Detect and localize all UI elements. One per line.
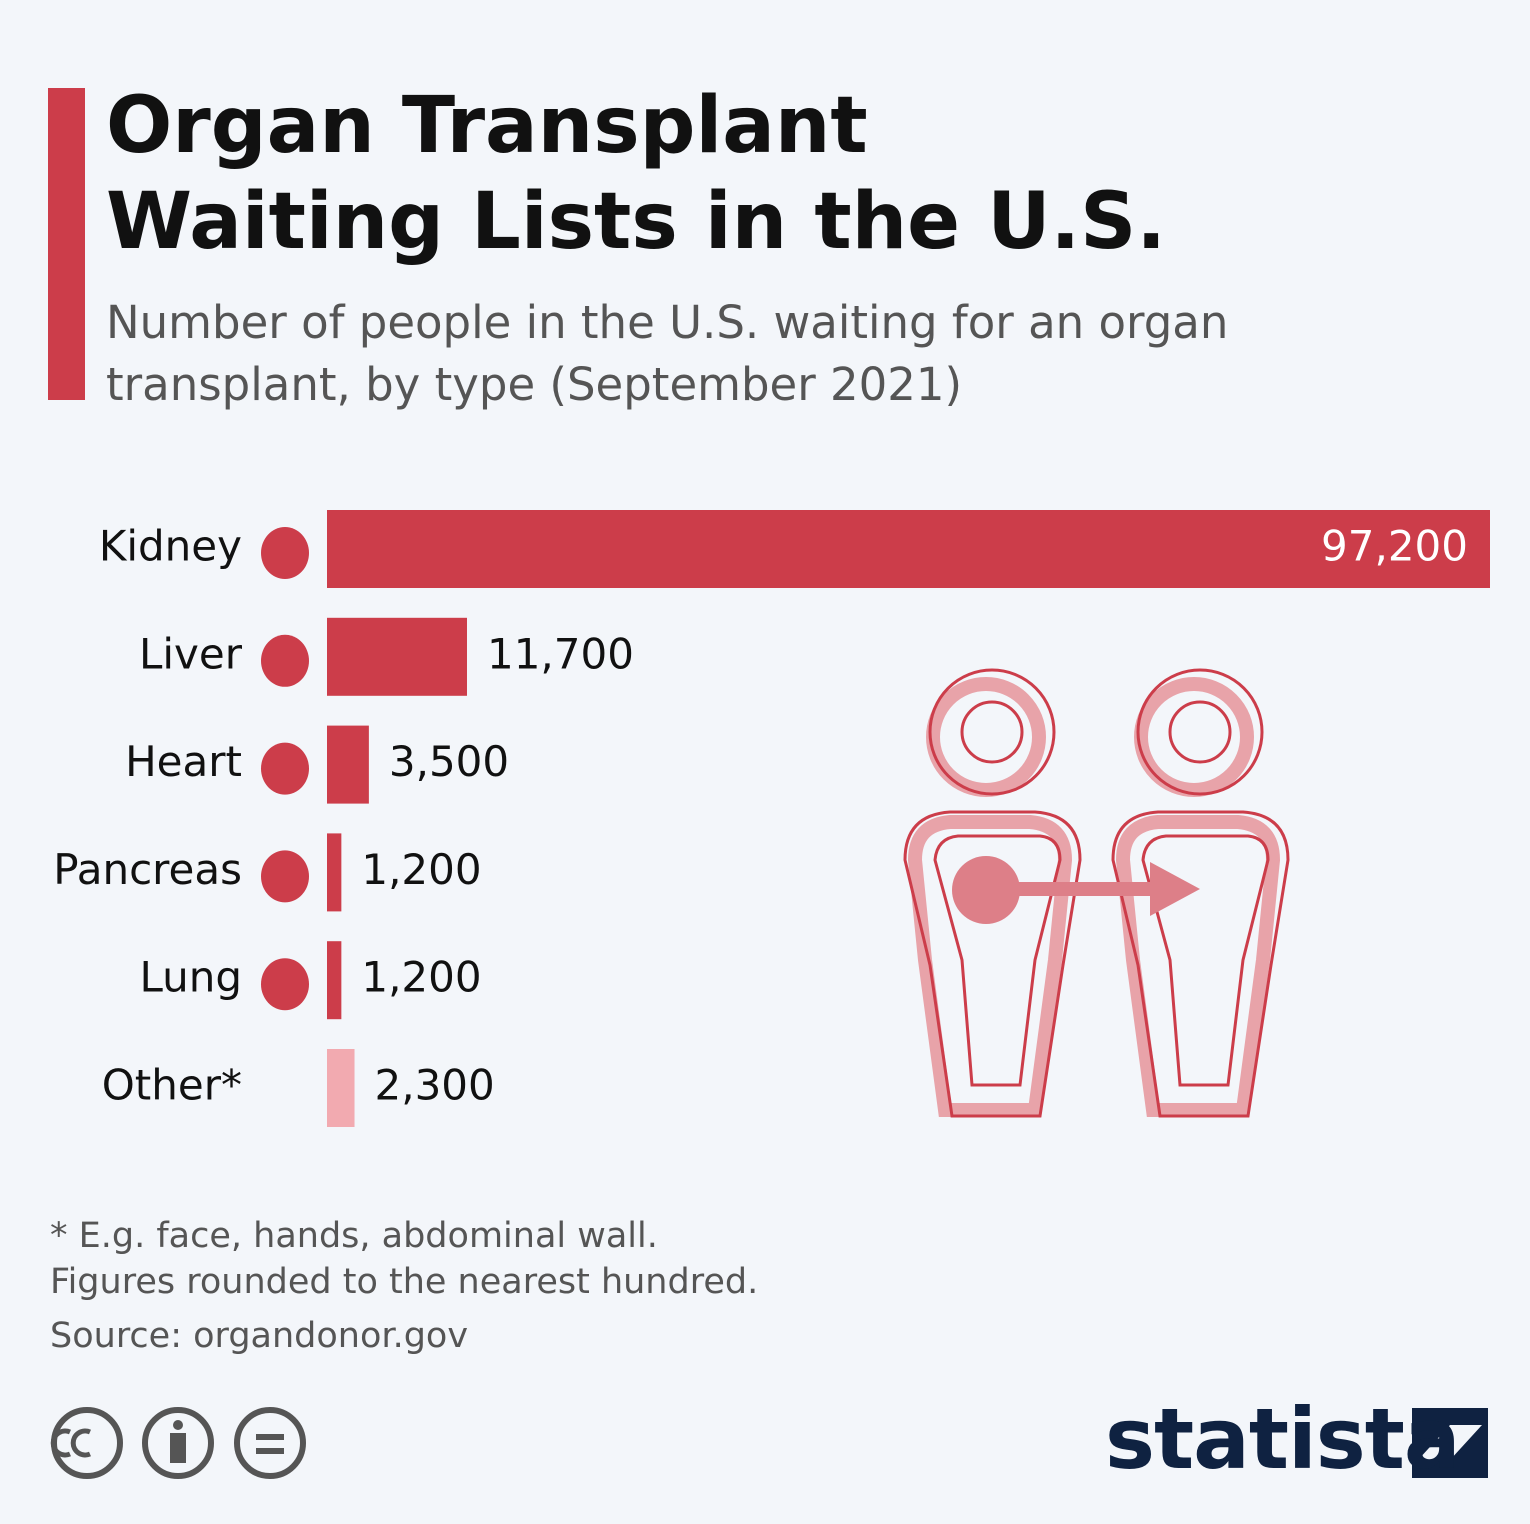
organ-icon: [261, 527, 309, 579]
license-icons: [50, 1407, 306, 1479]
category-label: Heart: [125, 737, 242, 786]
organ-icon: [261, 634, 309, 687]
source: Source: organdonor.gov: [50, 1316, 469, 1356]
category-label: Liver: [139, 629, 243, 678]
organ-icon: [261, 742, 309, 795]
footnote: * E.g. face, hands, abdominal wall.: [50, 1216, 658, 1256]
footnote: Figures rounded to the nearest hundred.: [50, 1262, 759, 1302]
bar: [327, 941, 342, 1020]
value-label: 11,700: [487, 629, 634, 678]
category-label: Kidney: [99, 522, 242, 571]
organ-icon: [261, 850, 309, 903]
bar: [327, 617, 467, 696]
category-label: Lung: [139, 953, 242, 1002]
category-label: Pancreas: [53, 845, 242, 894]
chart-subtitle: Number of people in the U.S. waiting for…: [106, 296, 1229, 411]
value-label: 3,500: [389, 737, 509, 786]
accent-bar: [48, 88, 85, 400]
illustration: [903, 668, 1290, 1118]
category-label: Other*: [102, 1061, 242, 1110]
value-label: 2,300: [375, 1061, 495, 1110]
chart-title: Organ Transplant Waiting Lists in the U.…: [106, 81, 1166, 267]
statista-logo-mark: [1412, 1408, 1488, 1478]
brand: statista: [1105, 1390, 1461, 1488]
bar: [327, 833, 342, 912]
bar: [327, 725, 369, 804]
value-label: 1,200: [361, 845, 481, 894]
organ-icon: [261, 958, 309, 1011]
value-label: 1,200: [361, 953, 481, 1002]
bar: [327, 1049, 355, 1127]
value-label: 97,200: [1321, 522, 1468, 571]
bar: [327, 510, 1490, 588]
